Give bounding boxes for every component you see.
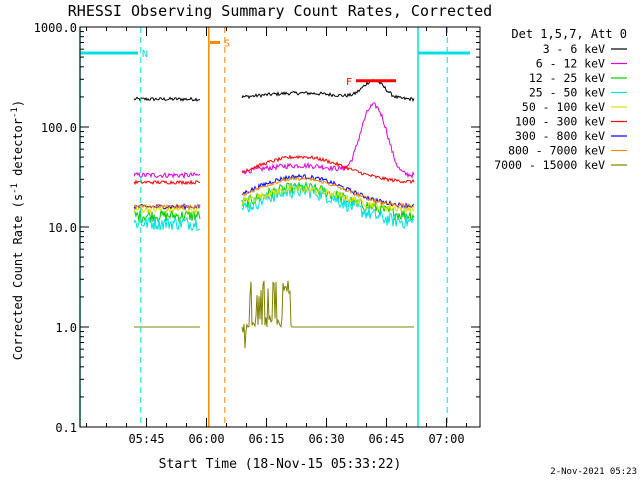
y-axis: 1000.0 100.0 10.0 1.0 0.1: [34, 21, 480, 435]
annotation-label-n: N: [142, 49, 148, 60]
x-tick-label-1: 06:00: [188, 432, 224, 446]
series-line-0: [133, 79, 415, 102]
legend-header: Det 1,5,7, Att 0: [511, 27, 627, 41]
legend-label-0: 3 - 6 keV: [543, 42, 605, 56]
series-line-8: [134, 280, 414, 349]
y-tick-label-2: 10.0: [48, 221, 77, 235]
series-line-3: [133, 183, 415, 232]
legend-label-2: 12 - 25 keV: [529, 71, 605, 85]
plot-area: N S F: [79, 26, 481, 428]
series-line-4: [133, 185, 415, 215]
y-tick-label-4: 0.1: [55, 421, 77, 435]
x-tick-label-0: 05:45: [128, 432, 164, 446]
y-tick-label-3: 1.0: [55, 321, 77, 335]
footer-timestamp: 2-Nov-2021 05:23: [550, 467, 637, 477]
series-line-5: [133, 154, 415, 186]
legend-label-3: 25 - 50 keV: [529, 86, 605, 100]
annotation-label-f: F: [346, 77, 352, 88]
chart-title: RHESSI Observing Summary Count Rates, Co…: [68, 2, 492, 20]
x-tick-label-3: 06:30: [308, 432, 344, 446]
series-line-2: [133, 181, 415, 224]
legend-label-5: 100 - 300 keV: [515, 115, 605, 129]
y-axis-label-part3: ): [11, 100, 25, 107]
x-tick-label-2: 06:15: [248, 432, 284, 446]
y-tick-label-0: 1000.0: [34, 21, 77, 35]
plot-frame: [79, 26, 481, 428]
series-line-1: [133, 102, 415, 180]
legend-label-8: 7000 - 15000 keV: [494, 158, 605, 172]
legend-label-6: 300 - 800 keV: [515, 129, 605, 143]
legend-label-7: 800 - 7000 keV: [508, 144, 605, 158]
legend-label-4: 50 - 100 keV: [522, 100, 605, 114]
x-tick-label-5: 07:00: [428, 432, 464, 446]
y-axis-label-sup2: -1: [10, 107, 20, 118]
y-axis-label-part2: detector: [11, 118, 25, 183]
x-tick-label-4: 06:45: [368, 432, 404, 446]
annotation-label-s: S: [224, 38, 230, 49]
y-axis-label: Corrected Count Rate (s-1 detector-1): [10, 100, 25, 360]
y-axis-label-part1: Corrected Count Rate (s: [11, 194, 25, 360]
x-axis: 05:45 06:00 06:15 06:30 06:45 07:00: [86, 27, 468, 446]
y-axis-label-sup1: -1: [10, 183, 20, 194]
y-tick-label-1: 100.0: [41, 121, 77, 135]
legend-label-1: 6 - 12 keV: [536, 57, 605, 71]
x-axis-label: Start Time (18-Nov-15 05:33:22): [159, 457, 402, 472]
series-line-7: [133, 176, 415, 210]
